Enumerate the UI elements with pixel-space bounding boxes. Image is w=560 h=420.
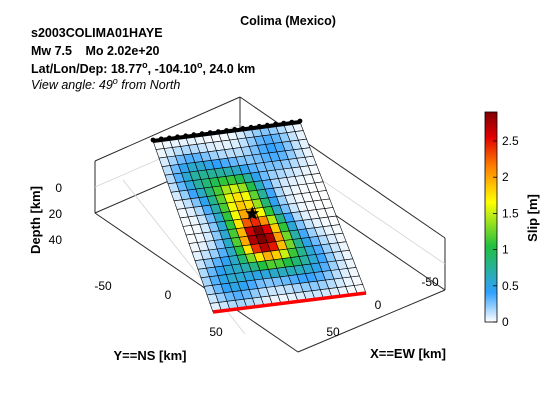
slip-grid: [152, 121, 367, 313]
trench-marker: [183, 133, 189, 139]
trench-marker: [273, 121, 278, 127]
y-tick-50: 50: [209, 325, 223, 339]
trench-marker: [215, 129, 221, 135]
trench-marker: [175, 134, 180, 140]
colorbar-tick-label: 2: [502, 170, 509, 184]
trench-marker: [297, 118, 303, 124]
trench-marker: [232, 126, 238, 132]
trench-marker: [240, 125, 246, 131]
trench-marker: [199, 131, 205, 137]
y-tick-0: 0: [165, 288, 172, 302]
z-tick-40: 40: [49, 233, 63, 247]
chart-title: Colima (Mexico): [240, 14, 336, 28]
latlon-prefix: Lat/Lon/Dep: 18.77: [31, 62, 142, 76]
z-tick-20: 20: [49, 207, 63, 221]
degree-mark: o: [113, 76, 118, 86]
x-tick-0: 0: [375, 298, 382, 312]
view-suffix: from North: [118, 78, 181, 92]
z-axis-label: Depth [km]: [28, 186, 43, 254]
y-axis-label: Y==NS [km]: [114, 348, 187, 363]
view-angle-line: View angle: 49o from North: [31, 76, 180, 92]
colorbar-tick-label: 2.5: [502, 134, 519, 148]
colorbar-tick-label: 0.5: [502, 279, 519, 293]
z-tick-0: 0: [55, 181, 62, 195]
fault-edges: [150, 118, 367, 314]
latlon-mid: , -104.10: [148, 62, 197, 76]
y-tick-neg50: -50: [94, 279, 112, 293]
event-id: s2003COLIMA01HAYE: [31, 26, 163, 40]
trench-marker: [281, 120, 287, 126]
x-tick-50: 50: [326, 325, 340, 339]
trench-marker: [264, 122, 270, 128]
trench-marker: [224, 128, 229, 133]
x-tick-neg50: -50: [421, 275, 439, 289]
mo-label: Mo 2.02e+20: [85, 44, 159, 58]
x-axis-label: X==EW [km]: [370, 346, 446, 361]
trench-marker: [248, 124, 254, 130]
degree-mark: o: [142, 60, 148, 70]
colorbar-tick-label: 1.5: [502, 206, 519, 220]
colorbar-label: Slip [m]: [525, 194, 540, 242]
trench-marker: [150, 137, 156, 143]
magnitude-line: Mw 7.5 Mo 2.02e+20: [31, 44, 160, 58]
latlon-suffix: , 24.0 km: [202, 62, 255, 76]
trench-marker: [158, 136, 164, 142]
hypocenter-star-icon: [245, 206, 260, 220]
trench-marker: [289, 119, 295, 125]
degree-mark: o: [197, 60, 203, 70]
trench-marker: [207, 130, 213, 136]
mw-label: Mw 7.5: [31, 44, 72, 58]
trench-marker: [166, 135, 172, 141]
trench-marker: [191, 132, 197, 138]
view-prefix: View angle: 49: [31, 78, 113, 92]
trench-marker: [256, 123, 262, 129]
latlon-line: Lat/Lon/Dep: 18.77o, -104.10o, 24.0 km: [31, 60, 255, 76]
colorbar-tick-label: 0: [502, 315, 509, 329]
colorbar-tick-label: 1: [502, 243, 509, 257]
colorbar: [484, 111, 498, 323]
colorbar-ticks: 0 0.5 1 1.5 2 2.5: [493, 134, 519, 329]
bottom-edge: [212, 291, 367, 314]
